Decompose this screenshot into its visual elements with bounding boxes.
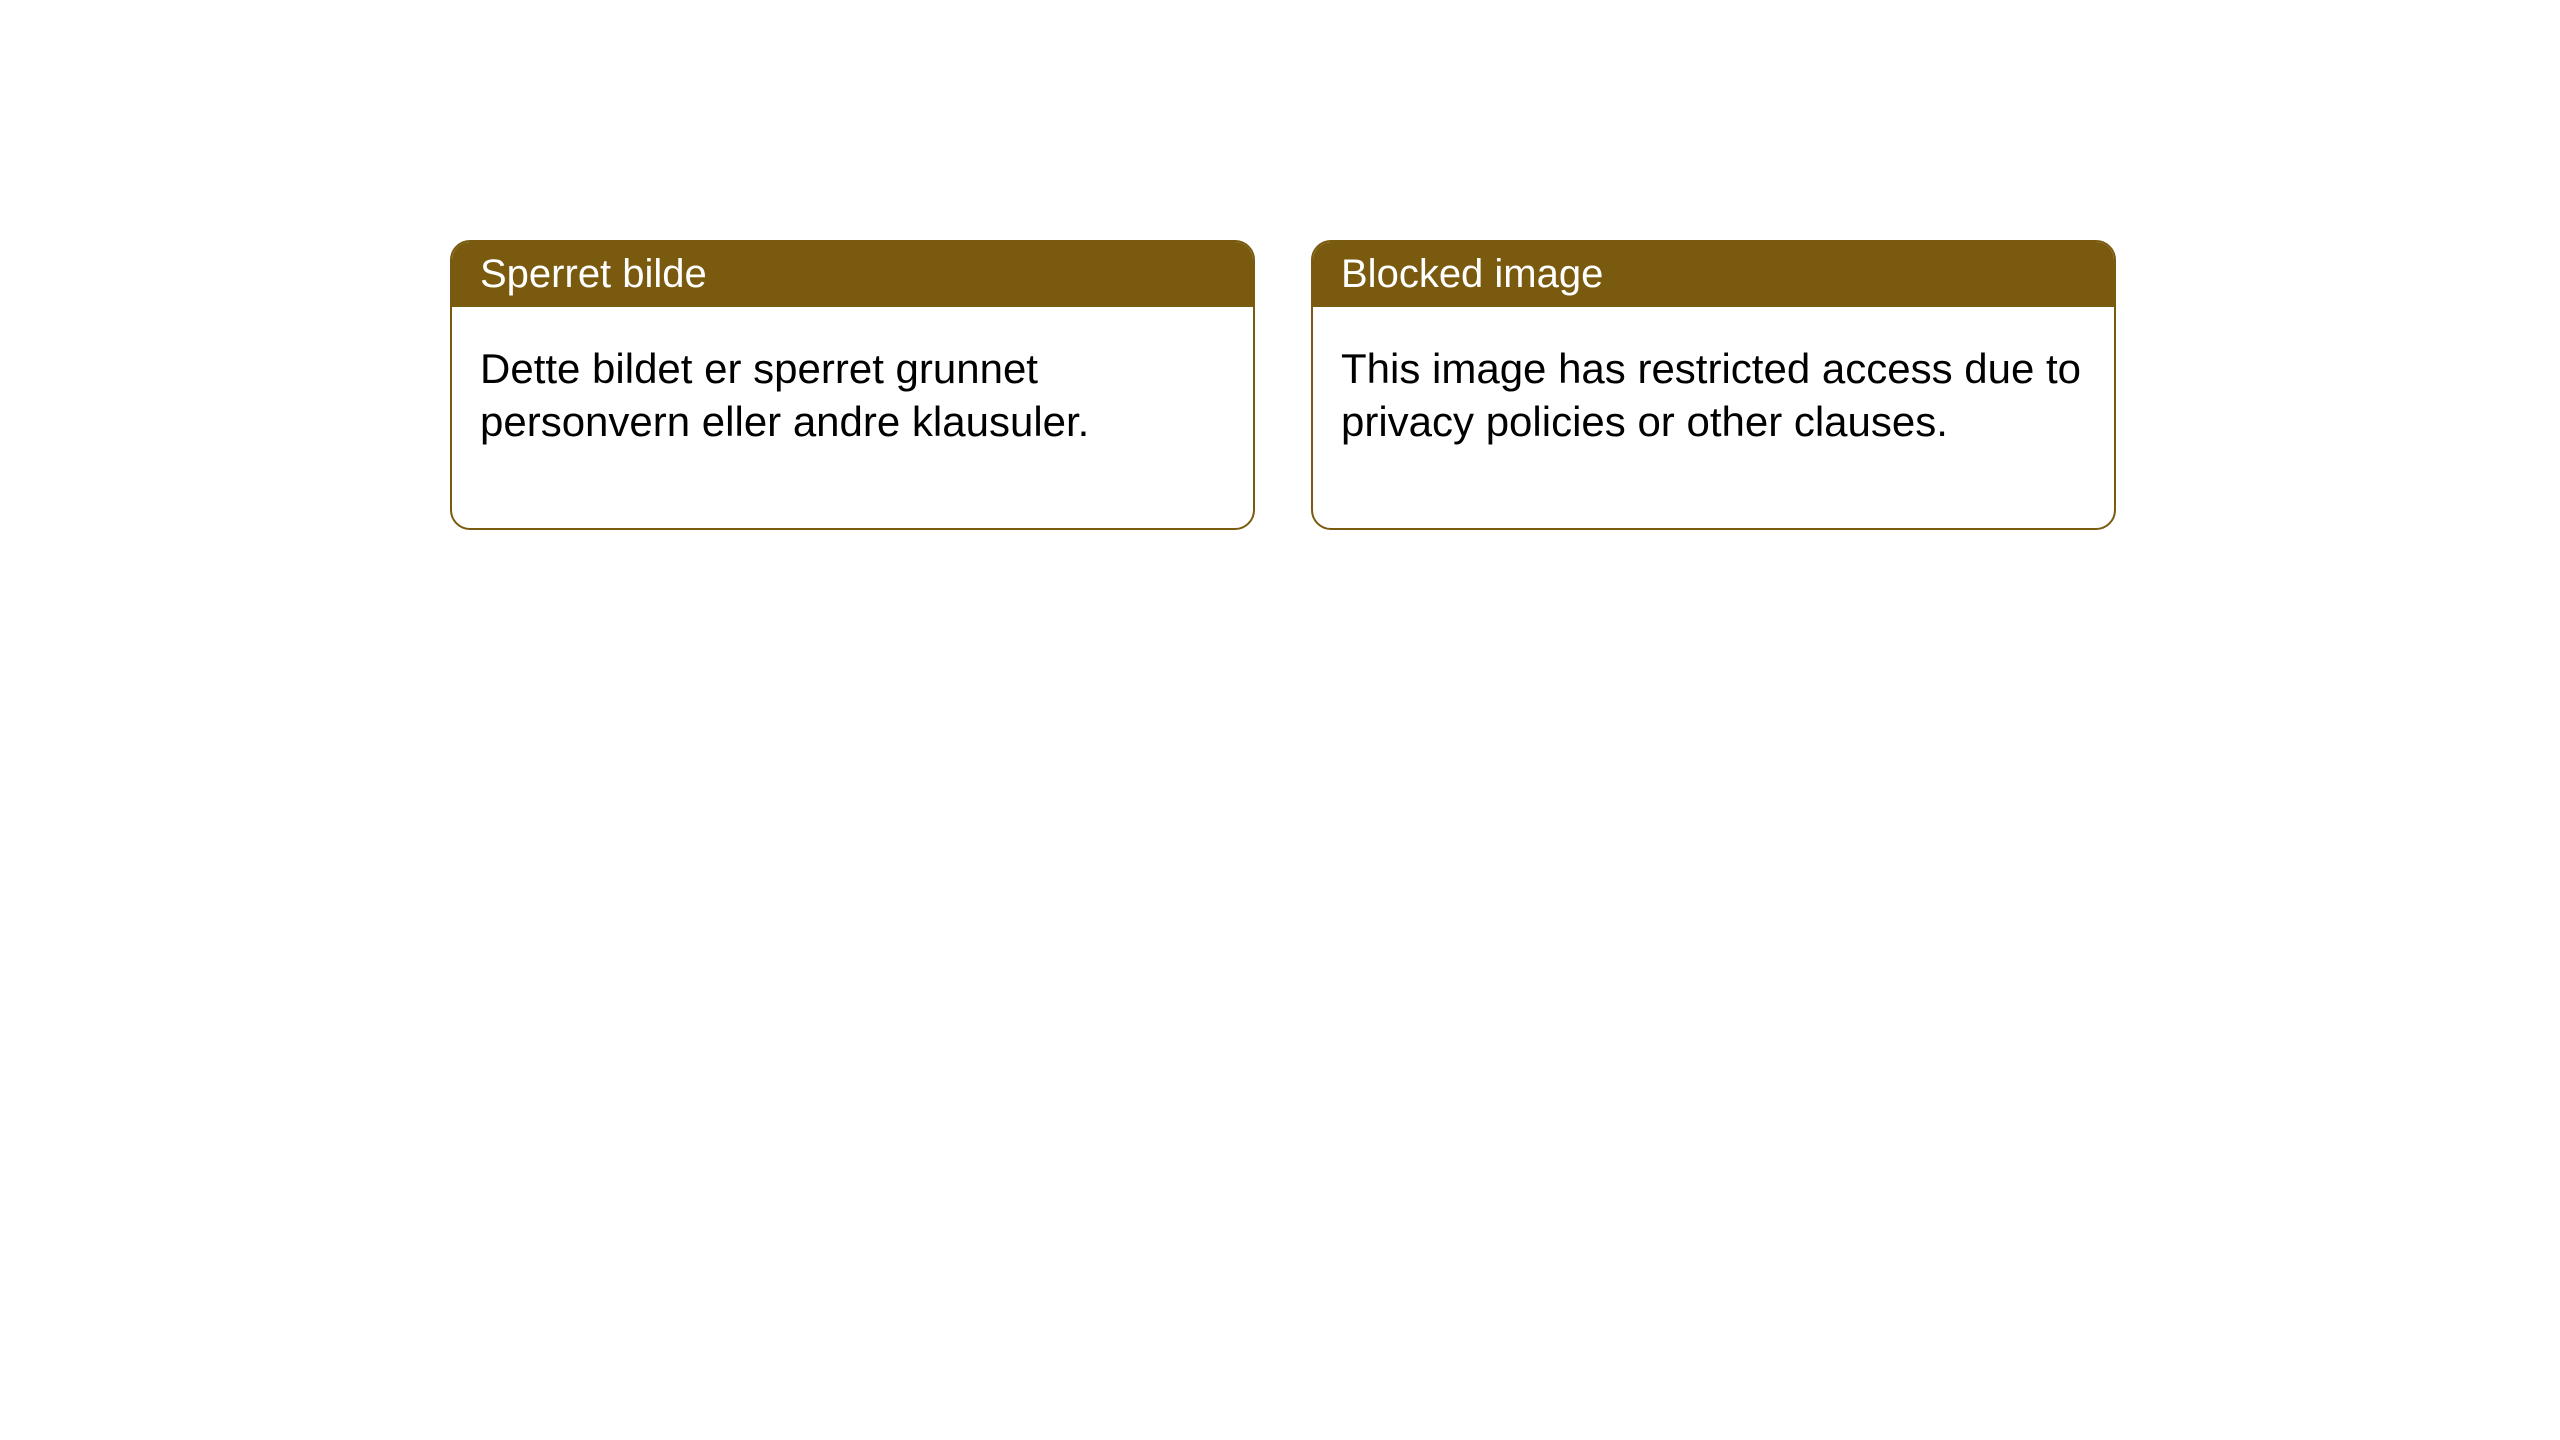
notice-card-norwegian: Sperret bilde Dette bildet er sperret gr… — [450, 240, 1255, 530]
notice-card-body: This image has restricted access due to … — [1313, 307, 2114, 528]
notice-card-body: Dette bildet er sperret grunnet personve… — [452, 307, 1253, 528]
notice-card-body-text: Dette bildet er sperret grunnet personve… — [480, 345, 1089, 445]
notice-card-english: Blocked image This image has restricted … — [1311, 240, 2116, 530]
notice-card-title: Sperret bilde — [480, 252, 707, 296]
notice-card-title: Blocked image — [1341, 252, 1603, 296]
notice-card-body-text: This image has restricted access due to … — [1341, 345, 2081, 445]
notice-card-header: Blocked image — [1313, 242, 2114, 307]
notice-cards-container: Sperret bilde Dette bildet er sperret gr… — [450, 240, 2116, 530]
notice-card-header: Sperret bilde — [452, 242, 1253, 307]
